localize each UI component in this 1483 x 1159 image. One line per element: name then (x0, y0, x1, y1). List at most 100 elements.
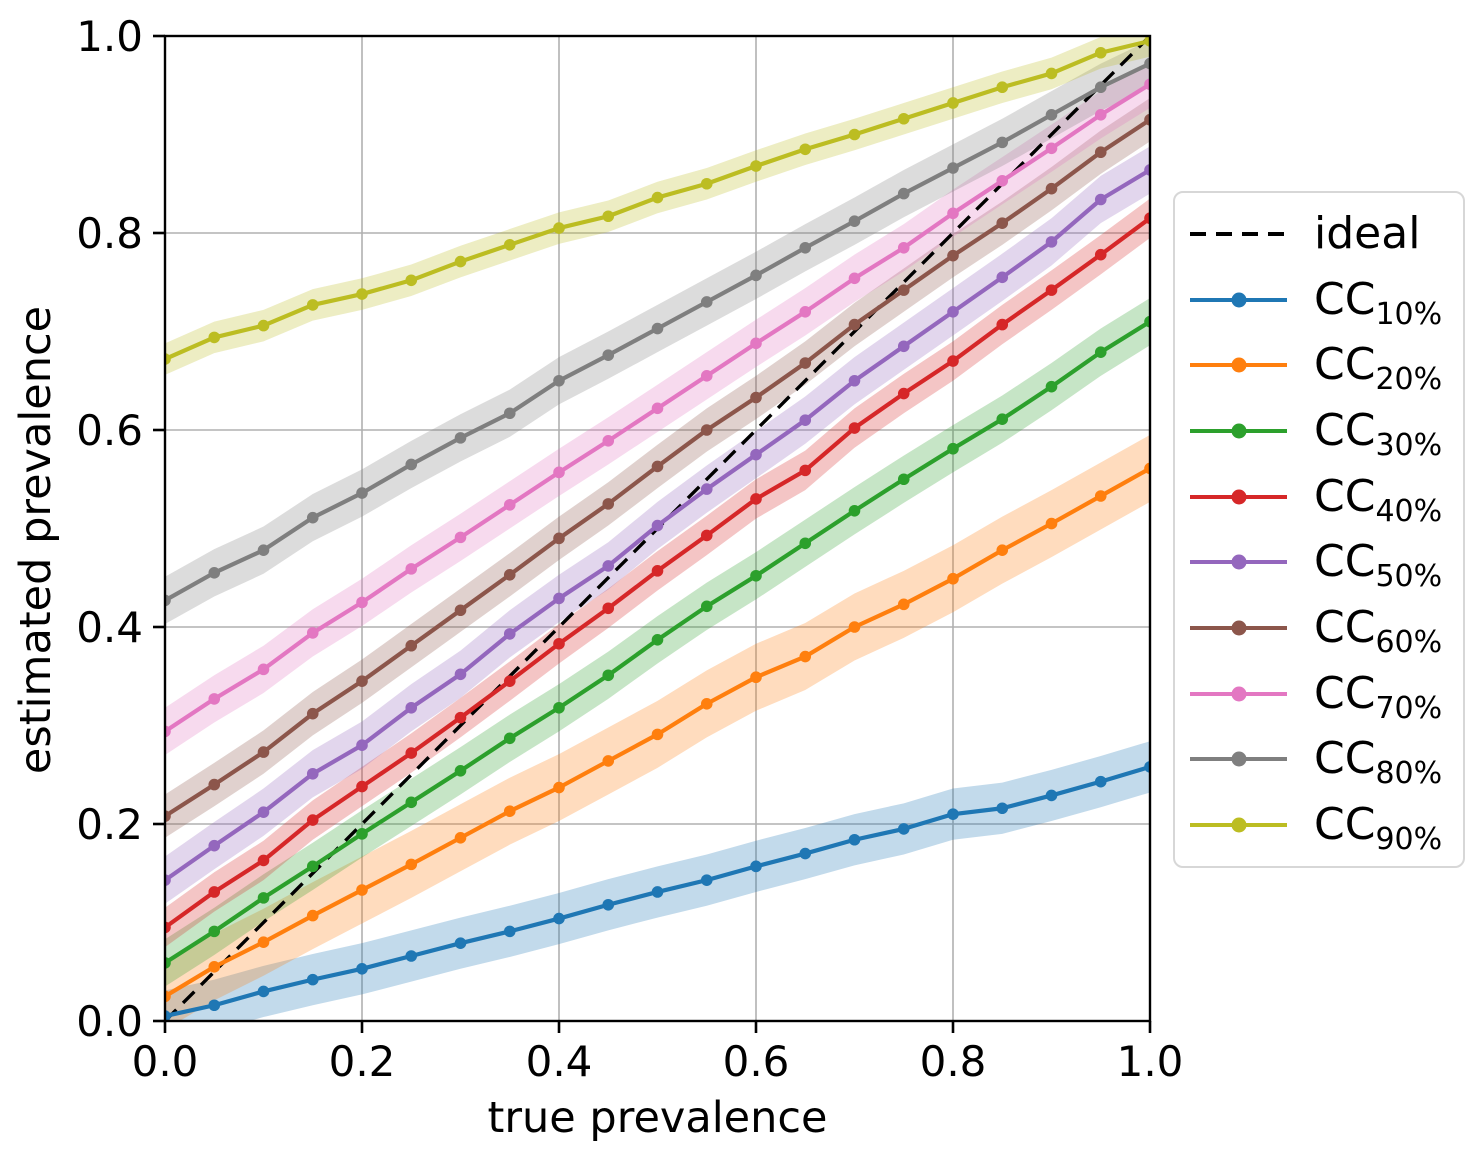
data-point (454, 711, 467, 724)
legend-label: CC40% (1314, 470, 1443, 529)
data-point (947, 162, 959, 174)
legend-label: CC30% (1314, 404, 1443, 463)
y-tick-label: 0.0 (76, 997, 143, 1046)
data-point (208, 925, 221, 938)
data-point (651, 565, 664, 577)
data-point (947, 249, 959, 262)
legend-marker-dot (1231, 686, 1246, 702)
data-point (405, 274, 418, 287)
data-point (700, 600, 713, 613)
data-point (651, 728, 664, 741)
data-point (996, 174, 1009, 187)
legend-item: CC70% (1175, 671, 1463, 723)
legend-marker-dot (1231, 751, 1246, 767)
data-point (503, 568, 516, 581)
x-tick-label: 0.2 (329, 1037, 396, 1086)
data-point (897, 473, 910, 486)
data-point (356, 739, 368, 751)
data-point (208, 961, 221, 973)
data-point (306, 299, 319, 311)
data-point (356, 780, 368, 793)
data-point (356, 596, 368, 609)
data-point (553, 592, 565, 605)
legend-label: CC90% (1314, 799, 1443, 857)
data-point (799, 650, 812, 663)
data-point (1144, 113, 1150, 126)
data-point (750, 337, 762, 350)
data-point (306, 814, 319, 826)
data-point (1045, 109, 1058, 121)
legend-marker-dot (1231, 292, 1246, 308)
data-point (602, 435, 615, 447)
data-point (651, 402, 664, 415)
data-point (602, 669, 615, 682)
legend-marker-dot (1231, 620, 1246, 636)
data-point (405, 796, 418, 809)
data-point (208, 567, 221, 579)
x-tick-label: 1.0 (1117, 1037, 1184, 1086)
data-point (306, 767, 319, 780)
data-point (165, 921, 171, 934)
data-point (165, 810, 171, 822)
data-point (454, 668, 467, 681)
legend-line-sample (1190, 486, 1287, 508)
legend-item: CC30% (1175, 404, 1463, 463)
data-point (503, 732, 516, 745)
data-point (700, 483, 713, 495)
y-tick-label: 0.2 (76, 800, 143, 849)
x-tick-label: 0.4 (526, 1037, 593, 1086)
data-point (1144, 78, 1150, 91)
x-tick-label: 0.8 (920, 1037, 987, 1086)
data-point (848, 621, 861, 633)
data-point (947, 808, 959, 820)
legend-line-sample (1190, 420, 1287, 442)
data-point (257, 663, 270, 676)
data-point (996, 318, 1009, 331)
legend-label: ideal (1314, 207, 1421, 259)
data-point (1094, 346, 1107, 358)
data-point (799, 464, 812, 477)
data-point (165, 874, 171, 886)
legend-label: CC80% (1314, 733, 1443, 792)
legend-item: CC60% (1175, 605, 1463, 657)
data-point (947, 572, 959, 585)
data-point (165, 1010, 171, 1021)
data-point (1045, 142, 1058, 155)
plot-area (165, 36, 1150, 1021)
y-tick-label: 0.4 (76, 603, 143, 652)
data-point (602, 898, 615, 911)
data-point (454, 937, 467, 949)
data-point (405, 639, 418, 652)
legend-marker-dot (1231, 489, 1246, 505)
data-point (356, 828, 368, 840)
data-point (356, 884, 368, 896)
legend-label: CC20% (1314, 339, 1443, 398)
data-point (799, 241, 812, 254)
data-point (165, 957, 171, 969)
data-point (1045, 789, 1058, 802)
data-point (503, 239, 516, 251)
data-point (947, 306, 959, 318)
data-point (947, 97, 959, 109)
data-point (405, 563, 418, 575)
data-point (602, 602, 615, 615)
data-point (306, 909, 319, 922)
data-point (553, 374, 565, 387)
data-point (1144, 212, 1150, 225)
axes-frame (163, 34, 1152, 1023)
data-point (553, 222, 565, 234)
data-point (553, 781, 565, 794)
data-point (897, 823, 910, 835)
data-point (947, 442, 959, 455)
data-point (700, 529, 713, 542)
data-point (454, 432, 467, 444)
data-point (208, 331, 221, 344)
data-point (1094, 46, 1107, 59)
data-point (553, 701, 565, 714)
data-point (848, 504, 861, 517)
data-point (165, 990, 171, 1003)
data-point (208, 778, 221, 791)
data-point (750, 493, 762, 505)
